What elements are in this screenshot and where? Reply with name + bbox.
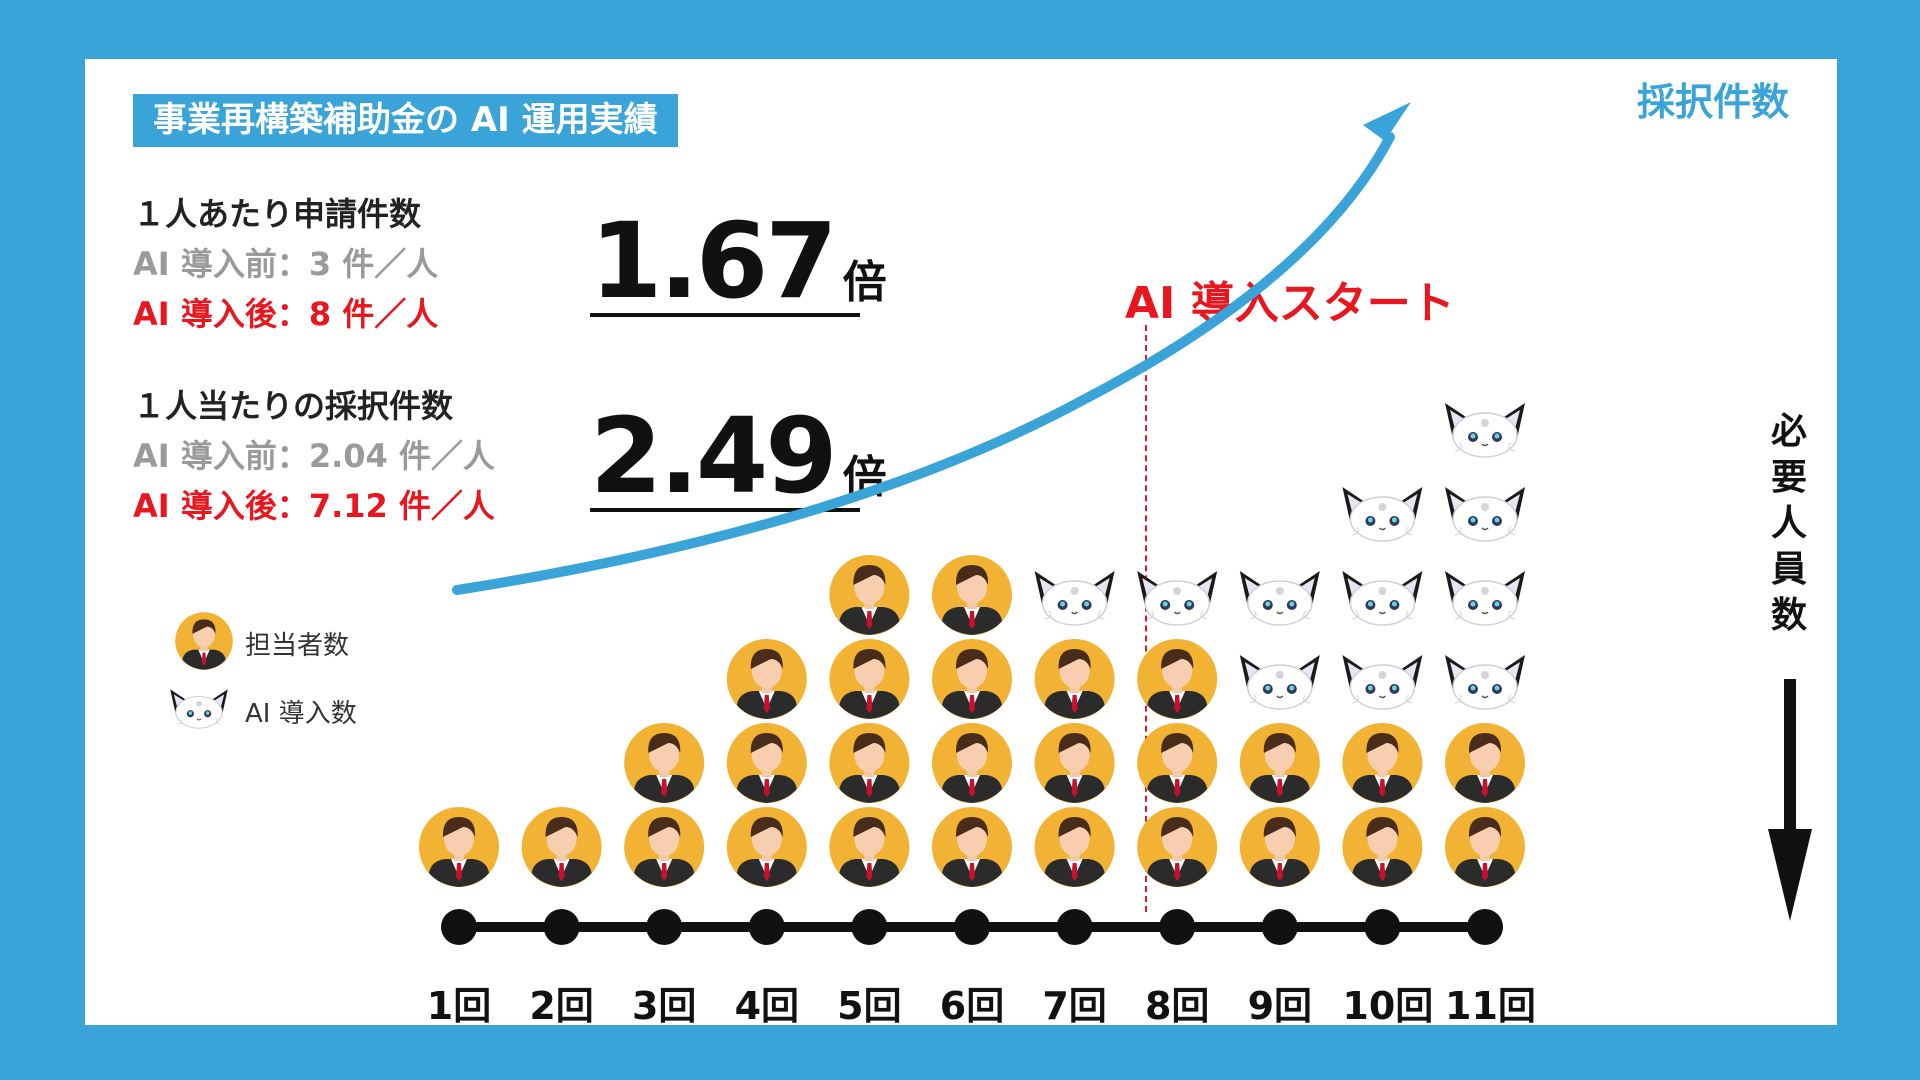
round-label: 1回: [426, 984, 492, 1025]
staff-icon: [1342, 723, 1423, 803]
timeline-dot: [954, 909, 990, 945]
legend-staff-icon: [175, 612, 233, 670]
ai-cat-icon: [1341, 486, 1424, 542]
staff-icon: [624, 807, 705, 887]
round-label: 6回: [939, 984, 1005, 1025]
staff-icon: [726, 723, 807, 803]
staff-icon: [1034, 807, 1115, 887]
timeline-dot: [1364, 909, 1401, 945]
staff-icon: [932, 807, 1012, 887]
ai-cat-icon: [1033, 570, 1116, 626]
stat1-ratio-unit: 倍: [842, 257, 887, 308]
stat1-before: AI 導入前：3 件／人: [133, 245, 439, 283]
arrow-down-icon: [1768, 829, 1812, 921]
legend-ai-icon: [169, 688, 229, 729]
staff-icon: [829, 555, 910, 635]
stat2-ratio-value: 2.49: [590, 395, 838, 517]
ai-cat-icon: [1239, 570, 1321, 626]
legend-staff-label: 担当者数: [245, 631, 350, 661]
round-label: 11回: [1445, 984, 1536, 1025]
staff-icon: [932, 555, 1012, 635]
page-title: 事業再構築補助金の AI 運用実績: [133, 94, 678, 147]
staff-icon: [726, 639, 807, 719]
round-label: 9回: [1247, 984, 1313, 1025]
ai-cat-icon: [1239, 654, 1321, 710]
staff-icon: [932, 723, 1012, 803]
staff-icon: [1034, 639, 1115, 719]
required-staff-label: 必要人員数: [1770, 411, 1807, 636]
staff-icon: [1239, 723, 1320, 803]
stat2-after: AI 導入後：7.12 件／人: [133, 487, 495, 525]
staff-icon: [1137, 807, 1218, 887]
staff-icon: [1445, 723, 1525, 803]
timeline-dot: [1159, 909, 1196, 945]
arrow-up-right-icon: [1363, 102, 1411, 141]
round-label: 3回: [631, 984, 697, 1025]
staff-icon: [829, 723, 910, 803]
diagram-graphics: [169, 102, 1812, 945]
round-label: 10回: [1342, 984, 1434, 1025]
ai-cat-icon: [1444, 402, 1526, 458]
ai-cat-icon: [1136, 570, 1218, 626]
round-label: 2回: [529, 984, 594, 1025]
timeline-dot: [1467, 909, 1503, 945]
timeline-dot: [1056, 909, 1093, 945]
timeline-dot: [543, 909, 580, 945]
ai-start-label: AI 導入スタート: [1125, 278, 1455, 329]
timeline-dot: [646, 909, 683, 945]
stat1-after: AI 導入後：8 件／人: [133, 295, 439, 333]
round-label: 8回: [1144, 984, 1210, 1025]
legend-ai-label: AI 導入数: [245, 699, 357, 729]
infographic-canvas: 事業再構築補助金の AI 運用実績 １人あたり申請件数 AI 導入前：3 件／人…: [85, 59, 1837, 1025]
stat1-ratio-value: 1.67: [590, 200, 838, 322]
adoption-growth-curve: [452, 132, 1395, 595]
ai-cat-icon: [1444, 570, 1526, 626]
staff-icon: [419, 807, 499, 887]
staff-icon: [1137, 723, 1218, 803]
staff-icon: [1239, 807, 1320, 887]
ai-cat-icon: [1341, 654, 1424, 710]
staff-icon: [1034, 723, 1115, 803]
ai-cat-icon: [1341, 570, 1424, 626]
stat2-ratio: 2.49 倍: [590, 404, 887, 512]
stat2-heading: １人当たりの採択件数: [133, 387, 454, 425]
staff-icon: [932, 639, 1012, 719]
stat2-before: AI 導入前：2.04 件／人: [133, 437, 495, 475]
staff-icon: [829, 807, 910, 887]
staff-icon: [1342, 807, 1423, 887]
timeline-dot: [851, 909, 888, 945]
timeline-dot: [748, 909, 785, 945]
round-label: 4回: [734, 984, 800, 1025]
staff-icon: [829, 639, 910, 719]
ai-cat-icon: [1444, 654, 1526, 710]
ai-start-divider: [1145, 325, 1147, 912]
staff-icon: [1137, 639, 1218, 719]
stat1-ratio: 1.67 倍: [590, 209, 887, 317]
staff-icon: [726, 807, 807, 887]
timeline-dot: [1261, 909, 1298, 945]
staff-icon: [1445, 807, 1525, 887]
ai-cat-icon: [1444, 486, 1526, 542]
timeline-dot: [441, 909, 477, 945]
round-label: 7回: [1042, 984, 1107, 1025]
adoption-curve-label: 採択件数: [1637, 80, 1790, 124]
staff-icon: [521, 807, 602, 887]
staff-icon: [624, 723, 705, 803]
stat1-heading: １人あたり申請件数: [133, 195, 422, 233]
round-label: 5回: [837, 984, 902, 1025]
